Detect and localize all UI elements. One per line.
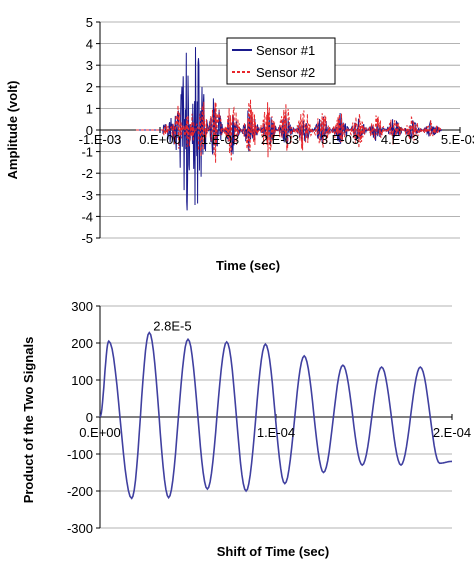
x-tick-label: -1.E-03 bbox=[79, 132, 122, 147]
y-tick-label: -2 bbox=[81, 166, 93, 181]
chart1-y-tick-labels: -5 -4 -3 -2 -1 0 1 2 3 4 5 bbox=[81, 15, 93, 246]
sensor-amplitude-chart: -1.E-03 0.E+00 1.E-03 2.E-03 3.E-03 4.E-03 5.E… bbox=[5, 15, 474, 273]
y-tick-label: 5 bbox=[86, 15, 93, 30]
x-tick-label: 1.E-04 bbox=[257, 425, 295, 440]
x-tick-label: 0.E+00 bbox=[139, 132, 181, 147]
y-tick-label: 3 bbox=[86, 58, 93, 73]
x-tick-label: 1.E-03 bbox=[201, 132, 239, 147]
chart2-gridlines bbox=[96, 305, 453, 529]
annotation-label: 2.8E-5 bbox=[153, 319, 191, 334]
y-tick-label: -100 bbox=[67, 447, 93, 462]
chart2-annotations: 2.8E-5 bbox=[153, 319, 191, 334]
y-tick-label: 0 bbox=[86, 410, 93, 425]
y-tick-label: -4 bbox=[81, 209, 93, 224]
chart2-y-tick-labels: -300 -200 -100 0 100 200 300 bbox=[67, 299, 93, 536]
x-tick-label: 2.E-03 bbox=[261, 132, 299, 147]
chart1-x-tick-labels: -1.E-03 0.E+00 1.E-03 2.E-03 3.E-03 4.E-03 5.E… bbox=[79, 132, 474, 147]
legend-label-sensor-2: Sensor #2 bbox=[256, 65, 315, 80]
x-tick-label: 3.E-03 bbox=[321, 132, 359, 147]
y-tick-label: 0 bbox=[86, 123, 93, 138]
y-tick-label: 100 bbox=[71, 373, 93, 388]
x-tick-label: 4.E-03 bbox=[381, 132, 419, 147]
series-line-product bbox=[99, 331, 452, 500]
x-tick-label: 5.E-03 bbox=[441, 132, 474, 147]
legend-label-sensor-1: Sensor #1 bbox=[256, 43, 315, 58]
y-tick-label: -3 bbox=[81, 188, 93, 203]
y-tick-label: 2 bbox=[86, 80, 93, 95]
y-tick-label: 300 bbox=[71, 299, 93, 314]
chart1-legend: Sensor #1 Sensor #2 bbox=[226, 37, 336, 85]
x-tick-label: 0.E+00 bbox=[79, 425, 121, 440]
x-tick-label: 2.E-04 bbox=[433, 425, 471, 440]
y-tick-label: -5 bbox=[81, 231, 93, 246]
chart2-series-lines bbox=[99, 331, 452, 500]
series-line-sensor-2 bbox=[136, 99, 443, 164]
y-tick-label: -200 bbox=[67, 484, 93, 499]
y-tick-label: 4 bbox=[86, 37, 93, 52]
chart2-x-axis-label: Shift of Time (sec) bbox=[217, 544, 329, 559]
y-tick-label: -300 bbox=[67, 521, 93, 536]
chart1-series-lines bbox=[136, 47, 443, 211]
y-tick-label: 200 bbox=[71, 336, 93, 351]
chart2-x-tick-labels: 0.E+00 1.E-04 2.E-04 bbox=[79, 425, 471, 440]
legend-box bbox=[226, 37, 336, 85]
product-signal-chart: 0.E+00 1.E-04 2.E-04 -300 -200 -100 0 100 200 30… bbox=[21, 299, 471, 559]
y-tick-label: -1 bbox=[81, 145, 93, 160]
chart1-y-axis-label: Amplitude (volt) bbox=[5, 81, 20, 180]
chart2-y-axis-label: Product of the Two Signals bbox=[21, 337, 36, 504]
y-tick-label: 1 bbox=[86, 101, 93, 116]
chart1-x-axis-label: Time (sec) bbox=[216, 258, 280, 273]
